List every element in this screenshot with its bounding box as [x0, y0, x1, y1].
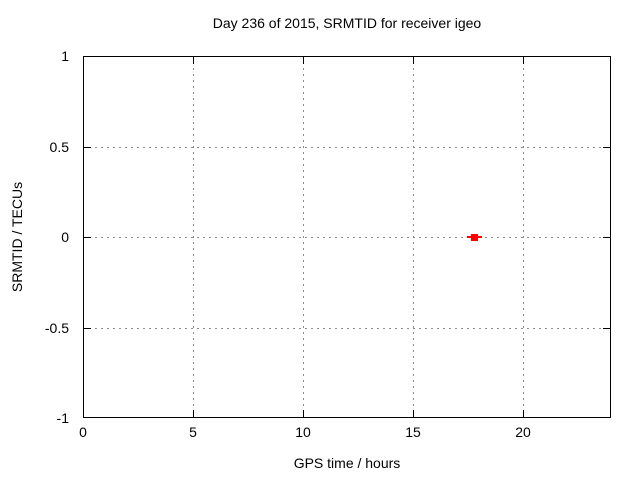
y-tick-label: -1: [56, 410, 69, 426]
y-tick-mark-left: [83, 237, 91, 238]
gridline-horizontal: [83, 147, 611, 148]
y-tick-mark-left: [83, 328, 91, 329]
y-tick-mark-right: [603, 147, 611, 148]
data-point-marker: [471, 233, 479, 241]
x-tick-label: 0: [79, 424, 87, 440]
plot-area: [83, 56, 611, 418]
x-tick-label: 15: [405, 424, 421, 440]
x-tick-mark-top: [193, 56, 194, 64]
x-tick-label: 10: [295, 424, 311, 440]
chart-title: Day 236 of 2015, SRMTID for receiver ige…: [212, 15, 482, 31]
x-tick-label: 20: [515, 424, 531, 440]
x-tick-mark-bottom: [303, 410, 304, 418]
y-tick-mark-right: [603, 237, 611, 238]
x-tick-label: 5: [189, 424, 197, 440]
y-tick-mark-left: [83, 147, 91, 148]
x-tick-mark-top: [413, 56, 414, 64]
gridline-horizontal: [83, 328, 611, 329]
x-tick-mark-bottom: [523, 410, 524, 418]
x-tick-mark-bottom: [193, 410, 194, 418]
x-tick-mark-top: [523, 56, 524, 64]
y-tick-mark-right: [603, 328, 611, 329]
gridline-horizontal: [83, 237, 611, 238]
y-tick-label: 0: [61, 229, 69, 245]
y-tick-label: -0.5: [44, 320, 69, 336]
x-tick-mark-top: [303, 56, 304, 64]
x-axis-label: GPS time / hours: [293, 455, 401, 471]
y-tick-label: 1: [61, 48, 69, 64]
x-tick-mark-bottom: [413, 410, 414, 418]
y-tick-label: 0.5: [49, 139, 69, 155]
